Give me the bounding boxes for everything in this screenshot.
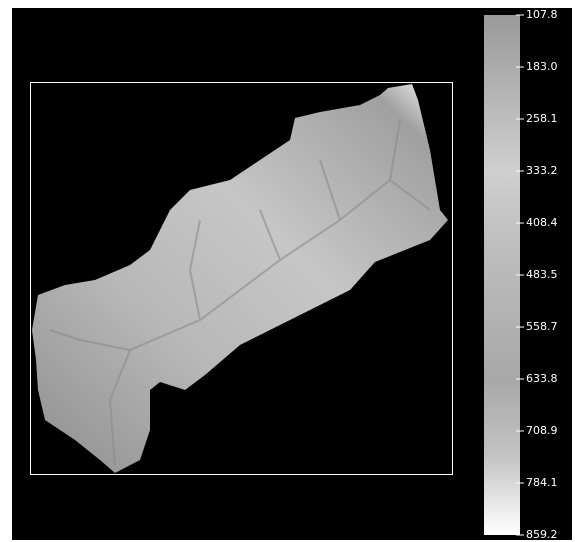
tick-label: 408.4 (526, 216, 558, 229)
tick-label: 483.5 (526, 268, 558, 281)
tick-label: 558.7 (526, 320, 558, 333)
tick-label: 633.8 (526, 372, 558, 385)
elevation-map-view: 107.8 183.0 258.1 333.2 408.4 483.5 558.7 633.8… (0, 0, 575, 542)
tick-label: 333.2 (526, 164, 558, 177)
tick-label: 708.9 (526, 424, 558, 437)
page: 107.8 183.0 258.1 333.2 408.4 483.5 558.7 633.8… (0, 0, 575, 542)
tick-label: 107.8 (526, 8, 558, 21)
tick-label: 183.0 (526, 60, 558, 73)
tick-label: 784.1 (526, 476, 558, 489)
tick-label: 859.2 (526, 528, 558, 541)
colorbar (484, 15, 520, 535)
tick-label: 258.1 (526, 112, 558, 125)
